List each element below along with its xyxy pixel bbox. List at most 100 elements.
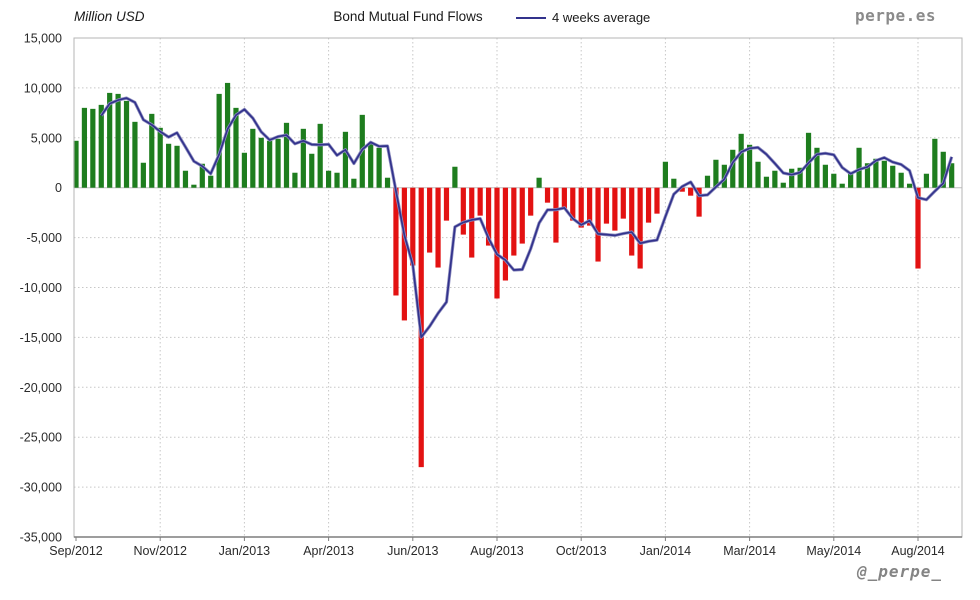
bar-negative — [587, 187, 593, 226]
avg-line — [100, 97, 953, 339]
bar-positive — [166, 143, 172, 188]
watermark-site: perpe.es — [854, 6, 936, 25]
bar-positive — [250, 128, 256, 188]
bar-positive — [747, 144, 753, 188]
x-tick-label: Jan/2014 — [640, 544, 691, 558]
bar-positive — [932, 138, 938, 188]
bar-positive — [898, 172, 904, 188]
bar-positive — [780, 182, 786, 188]
x-tick-label: Sep/2012 — [49, 544, 103, 558]
bar-positive — [789, 168, 795, 188]
y-tick-label: 15,000 — [24, 32, 62, 46]
bar-positive — [224, 82, 231, 188]
bar-negative — [401, 187, 407, 321]
bar-negative — [494, 187, 500, 299]
x-tick-label: Jun/2013 — [387, 544, 438, 558]
bar-positive — [73, 140, 79, 188]
bar-positive — [906, 183, 913, 188]
y-tick-label: -5,000 — [27, 231, 62, 245]
x-tick-label: Mar/2014 — [723, 544, 776, 558]
bar-negative — [511, 187, 517, 256]
bar-positive — [199, 163, 205, 188]
bar-negative — [578, 187, 584, 228]
bar-positive — [216, 93, 222, 188]
bar-positive — [772, 170, 778, 188]
bar-positive — [275, 138, 281, 188]
bar-negative — [637, 187, 643, 269]
bar-positive — [326, 170, 332, 188]
legend: 4 weeks average — [516, 10, 650, 25]
bar-negative — [915, 187, 921, 269]
bar-positive — [309, 153, 315, 188]
bar-positive — [300, 128, 306, 188]
bar-positive — [797, 167, 803, 188]
bar-positive — [536, 177, 542, 188]
bar-positive — [923, 173, 930, 188]
bar-negative — [612, 187, 618, 231]
bar-positive — [839, 183, 845, 188]
bar-positive — [123, 100, 130, 188]
bar-positive — [182, 170, 189, 188]
bar-positive — [174, 145, 180, 188]
bar-positive — [376, 147, 382, 188]
bar-negative — [477, 187, 483, 216]
y-tick-label: 5,000 — [31, 131, 62, 145]
bar-negative — [679, 187, 685, 192]
bar-positive — [704, 175, 711, 188]
bar-positive — [149, 113, 155, 188]
bar-positive — [90, 108, 96, 188]
bar-positive — [755, 161, 761, 188]
bar-negative — [654, 187, 660, 214]
bar-positive — [334, 172, 340, 188]
legend-label: 4 weeks average — [552, 10, 651, 25]
bar-negative — [544, 187, 551, 203]
bar-positive — [157, 127, 163, 188]
bar-positive — [368, 143, 374, 188]
bar-negative — [427, 187, 433, 253]
bar-negative — [460, 187, 466, 235]
bar-negative — [603, 187, 610, 224]
x-tick-label: May/2014 — [806, 544, 861, 558]
y-tick-label: -20,000 — [20, 381, 62, 395]
bar-positive — [452, 166, 458, 188]
bar-positive — [384, 177, 391, 188]
bar-positive — [191, 184, 197, 188]
bar-negative — [528, 187, 534, 216]
y-tick-label: 10,000 — [24, 81, 62, 95]
bar-positive — [662, 161, 668, 188]
y-tick-label: -35,000 — [20, 531, 62, 545]
bar-negative — [595, 187, 601, 262]
bar-positive — [233, 107, 239, 188]
bar-negative — [393, 187, 399, 296]
bar-positive — [81, 107, 88, 188]
bar-negative — [443, 187, 450, 221]
units-label: Million USD — [74, 9, 145, 24]
bar-positive — [831, 173, 837, 188]
bar-positive — [292, 172, 298, 188]
bar-positive — [351, 178, 357, 188]
y-tick-label: 0 — [55, 181, 62, 195]
bar-negative — [570, 187, 576, 221]
bar-positive — [848, 172, 854, 188]
bar-positive — [864, 163, 871, 188]
bar-positive — [856, 147, 862, 188]
bar-negative — [620, 187, 626, 219]
bar-positive — [890, 165, 896, 188]
bar-positive — [342, 131, 349, 188]
bar-positive — [208, 175, 214, 188]
bar-positive — [949, 163, 955, 188]
bar-positive — [283, 122, 290, 188]
bar-positive — [881, 160, 887, 188]
watermark-handle: @_perpe_ — [856, 562, 942, 581]
x-tick-label: Apr/2013 — [303, 544, 354, 558]
bar-positive — [822, 164, 828, 188]
bar-positive — [671, 178, 677, 188]
bar-negative — [519, 187, 525, 244]
bar-positive — [115, 93, 121, 188]
bar-positive — [763, 176, 770, 188]
bar-positive — [267, 140, 273, 188]
bar-negative — [469, 187, 475, 258]
bar-positive — [132, 121, 138, 188]
